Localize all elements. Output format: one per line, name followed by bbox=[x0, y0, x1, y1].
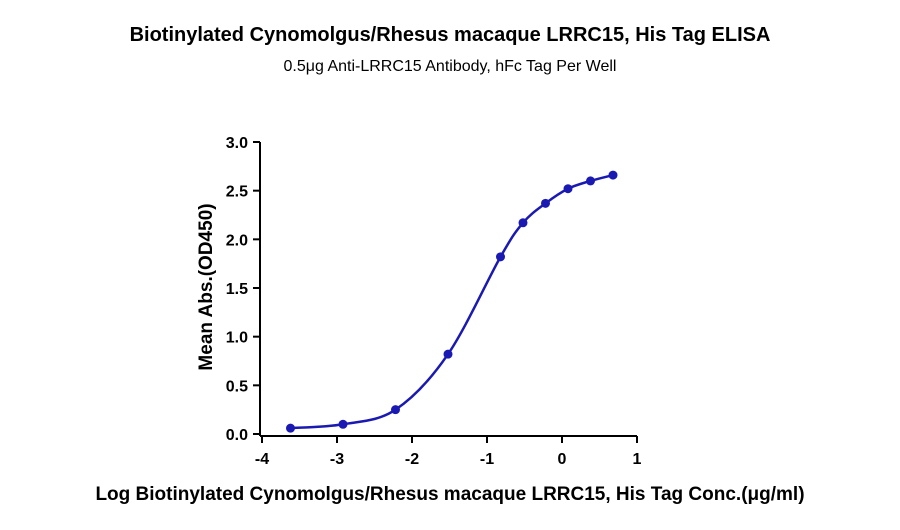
data-point bbox=[563, 184, 573, 194]
x-axis-label: Log Biotinylated Cynomolgus/Rhesus macaq… bbox=[95, 484, 805, 505]
x-tick-label: -1 bbox=[480, 451, 494, 468]
data-point bbox=[608, 170, 618, 180]
y-tick-label: 2.5 bbox=[226, 184, 248, 201]
y-tick-label: 3.0 bbox=[226, 135, 248, 152]
data-point bbox=[286, 423, 295, 433]
x-tick-label: -4 bbox=[255, 451, 269, 468]
y-tick-label: 1.5 bbox=[226, 281, 248, 298]
data-point bbox=[518, 218, 528, 228]
chart-subtitle: 0.5μg Anti-LRRC15 Antibody, hFc Tag Per … bbox=[283, 58, 617, 75]
x-tick-label: -3 bbox=[330, 451, 344, 468]
data-points bbox=[286, 170, 618, 433]
y-tick-label: 1.0 bbox=[226, 330, 248, 347]
y-tick-label: 0.5 bbox=[226, 378, 248, 395]
y-axis-label: Mean Abs.(OD450) bbox=[196, 203, 217, 370]
data-point bbox=[443, 349, 453, 359]
x-tick-label: 0 bbox=[558, 451, 567, 468]
x-tick-label: 1 bbox=[633, 451, 642, 468]
data-point bbox=[338, 419, 348, 429]
data-point bbox=[496, 252, 505, 262]
data-point bbox=[391, 405, 400, 415]
x-tick-label: -2 bbox=[405, 451, 419, 468]
y-tick-label: 2.0 bbox=[226, 232, 248, 249]
axes: 0.0 0.5 1.0 1.5 2.0 2.5 3.0 -4 -3 -2 -1 0 1 bbox=[226, 135, 642, 468]
chart-title: Biotinylated Cynomolgus/Rhesus macaque L… bbox=[129, 24, 771, 46]
data-point bbox=[586, 176, 595, 186]
data-point bbox=[541, 198, 550, 208]
fit-curve bbox=[290, 173, 614, 430]
y-tick-label: 0.0 bbox=[226, 427, 248, 444]
